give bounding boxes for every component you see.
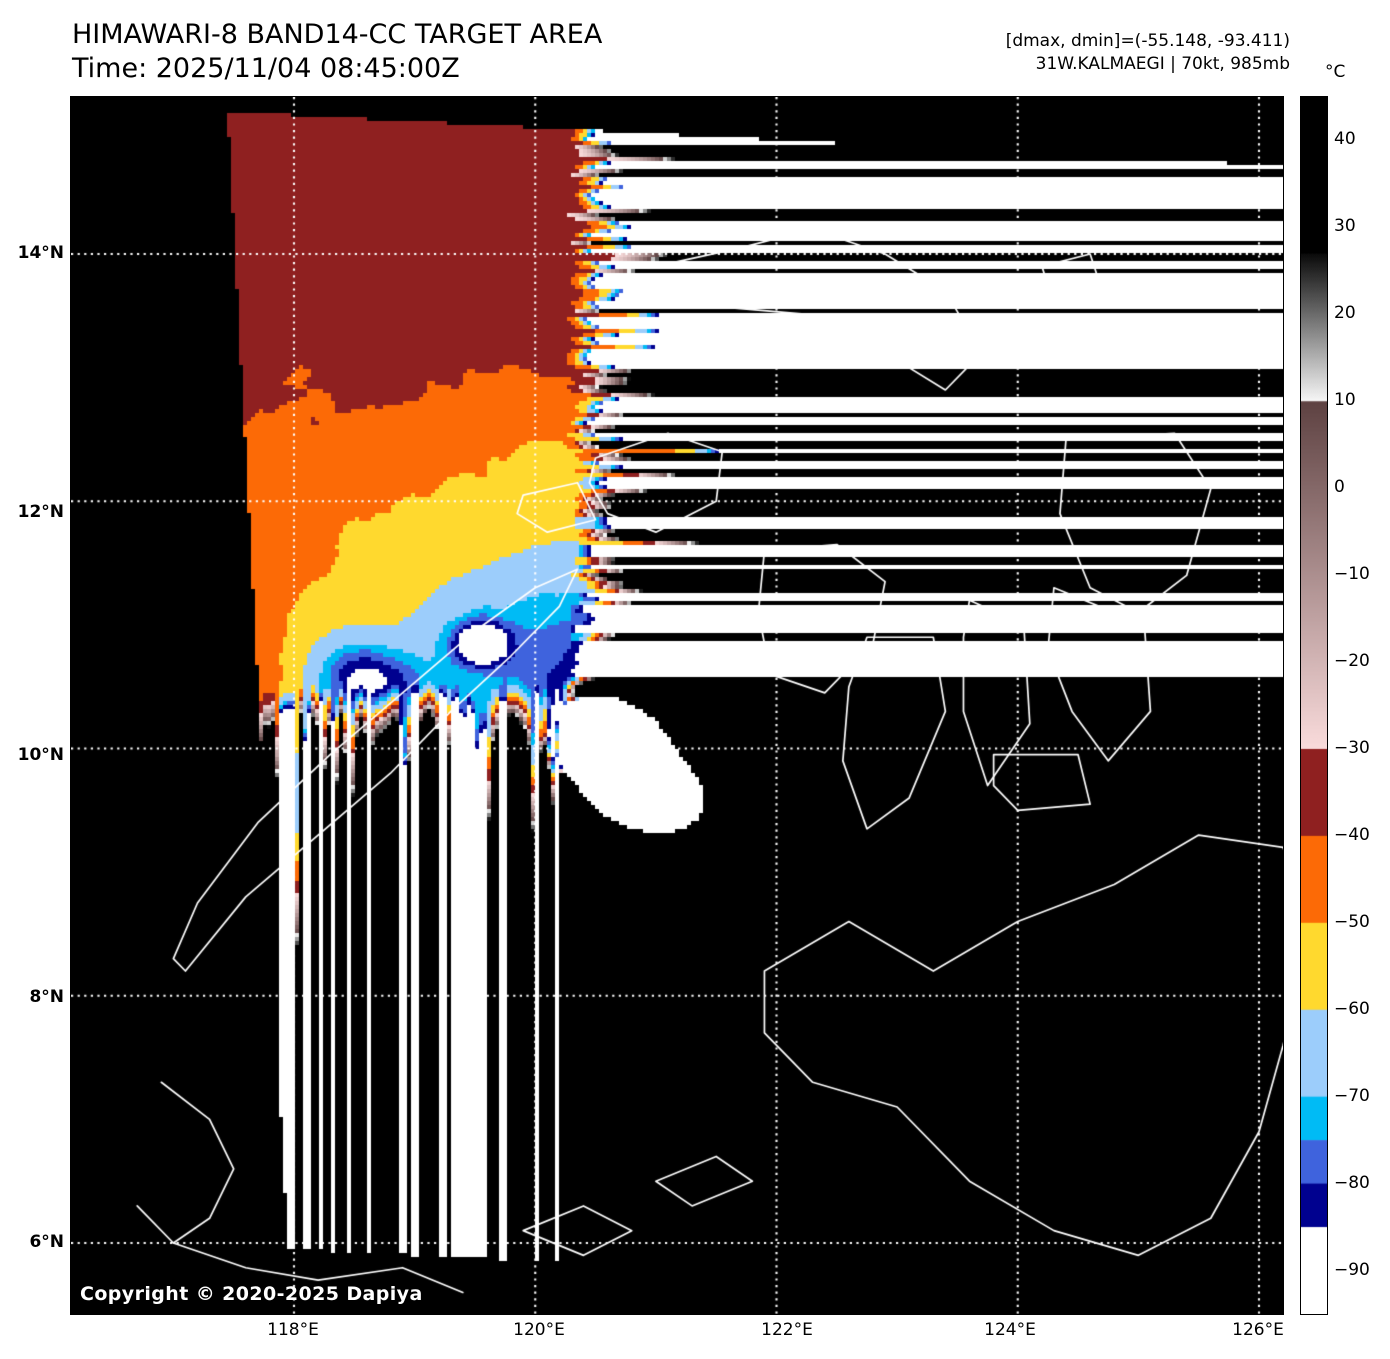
lat-label-10: 10°N	[17, 745, 64, 765]
colorbar-tick--80: −80	[1334, 1172, 1370, 1193]
lat-label-8: 8°N	[29, 987, 64, 1007]
colorbar-unit-label: °C	[1325, 62, 1346, 82]
colorbar-tick-20: 20	[1334, 303, 1356, 324]
timestamp-label: Time: 2025/11/04 08:45:00Z	[72, 53, 460, 84]
metadata-block: [dmax, dmin]=(-55.148, -93.411) 31W.KALM…	[1006, 30, 1290, 76]
colorbar-tick--40: −40	[1334, 824, 1370, 845]
colorbar-tick-40: 40	[1334, 129, 1356, 150]
colorbar-gradient	[1301, 97, 1327, 1314]
lon-label-126: 126°E	[1232, 1320, 1284, 1340]
page-title: HIMAWARI-8 BAND14-CC TARGET AREA	[72, 19, 603, 50]
lon-label-124: 124°E	[984, 1320, 1036, 1340]
lon-label-118: 118°E	[267, 1320, 319, 1340]
colorbar-tick-10: 10	[1334, 390, 1356, 411]
colorbar-tick--90: −90	[1334, 1259, 1370, 1280]
satellite-imagery-canvas[interactable]	[71, 97, 1283, 1314]
colorbar-tick--50: −50	[1334, 911, 1370, 932]
map-panel[interactable]	[70, 96, 1284, 1315]
colorbar-tick-0: 0	[1334, 477, 1345, 498]
lon-label-122: 122°E	[761, 1320, 813, 1340]
lat-label-14: 14°N	[17, 243, 64, 263]
lat-label-12: 12°N	[17, 502, 64, 522]
lon-label-120: 120°E	[513, 1320, 565, 1340]
data-range-label: [dmax, dmin]=(-55.148, -93.411)	[1005, 31, 1290, 51]
colorbar-tick--10: −10	[1334, 564, 1370, 585]
lat-label-6: 6°N	[29, 1232, 64, 1252]
colorbar[interactable]	[1300, 96, 1328, 1315]
colorbar-tick--30: −30	[1334, 737, 1370, 758]
title-block: HIMAWARI-8 BAND14-CC TARGET AREA Time: 2…	[72, 18, 602, 86]
colorbar-tick--20: −20	[1334, 651, 1370, 672]
copyright-label: Copyright © 2020-2025 Dapiya	[80, 1283, 423, 1305]
colorbar-tick-30: 30	[1334, 216, 1356, 237]
colorbar-tick--70: −70	[1334, 1085, 1370, 1106]
colorbar-tick--60: −60	[1334, 998, 1370, 1019]
storm-info-label: 31W.KALMAEGI | 70kt, 985mb	[1035, 54, 1290, 74]
